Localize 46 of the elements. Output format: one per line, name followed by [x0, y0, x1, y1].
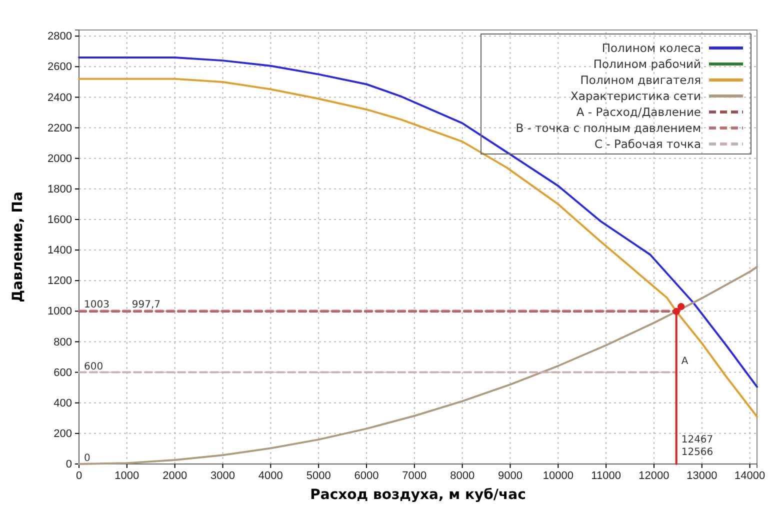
y-tick-label: 2400 [48, 92, 72, 104]
y-tick-label: 2000 [48, 152, 72, 165]
x-tick-label: 10000 [542, 470, 574, 482]
x-tick-label: 14000 [734, 470, 766, 482]
x-tick-label: 0 [76, 470, 82, 482]
y-tick-label: 200 [54, 428, 72, 440]
x-tick-label: 3000 [210, 470, 235, 482]
y-tick-label: 1800 [48, 183, 72, 196]
y-tick-label: 1400 [48, 244, 72, 257]
y-tick-label: 2600 [48, 61, 72, 74]
x-tick-label: 12000 [638, 470, 670, 482]
y-tick-label: 1600 [48, 214, 72, 226]
annotation: 997,7 [132, 300, 161, 311]
x-tick-label: 11000 [591, 470, 621, 482]
x-axis-title: Расход воздуха, м куб/час [310, 487, 526, 503]
annotation: 0 [84, 453, 90, 464]
x-tick-label: 5000 [306, 470, 331, 482]
annotation: 12566 [681, 446, 714, 458]
legend-label: Характеристика сети [570, 89, 701, 103]
y-tick-label: 1000 [48, 306, 72, 318]
y-tick-label: 1200 [48, 275, 72, 288]
y-tick-label: 2800 [48, 30, 72, 43]
y-tick-label: 0 [66, 458, 72, 471]
legend-label: С - Рабочая точка [594, 137, 701, 151]
legend-label: Полином рабочий [593, 57, 701, 71]
annotation: 600 [84, 361, 104, 372]
y-tick-label: 400 [54, 397, 72, 410]
x-tick-label: 8000 [450, 470, 475, 482]
x-tick-label: 7000 [402, 470, 427, 482]
x-tick-label: 1000 [114, 470, 140, 482]
x-tick-label: 13000 [686, 470, 718, 482]
y-tick-label: 600 [54, 366, 72, 379]
y-tick-label: 800 [54, 336, 72, 348]
annotation: 1003 [84, 300, 110, 311]
legend-label: Полином колеса [602, 41, 701, 55]
y-axis-title: Давление, Па [10, 192, 26, 302]
x-tick-label: 6000 [354, 470, 379, 482]
legend-label: А - Расход/Давление [576, 105, 701, 119]
legend-label: Полином двигателя [580, 73, 701, 87]
annotation: 12467 [681, 434, 714, 446]
x-tick-label: 9000 [498, 470, 522, 482]
annotation: А [681, 356, 688, 367]
x-tick-label: 2000 [162, 470, 188, 482]
y-tick-label: 2200 [48, 122, 72, 134]
legend-label: В - точка с полным давлением [516, 121, 701, 135]
x-tick-label: 4000 [258, 470, 283, 482]
